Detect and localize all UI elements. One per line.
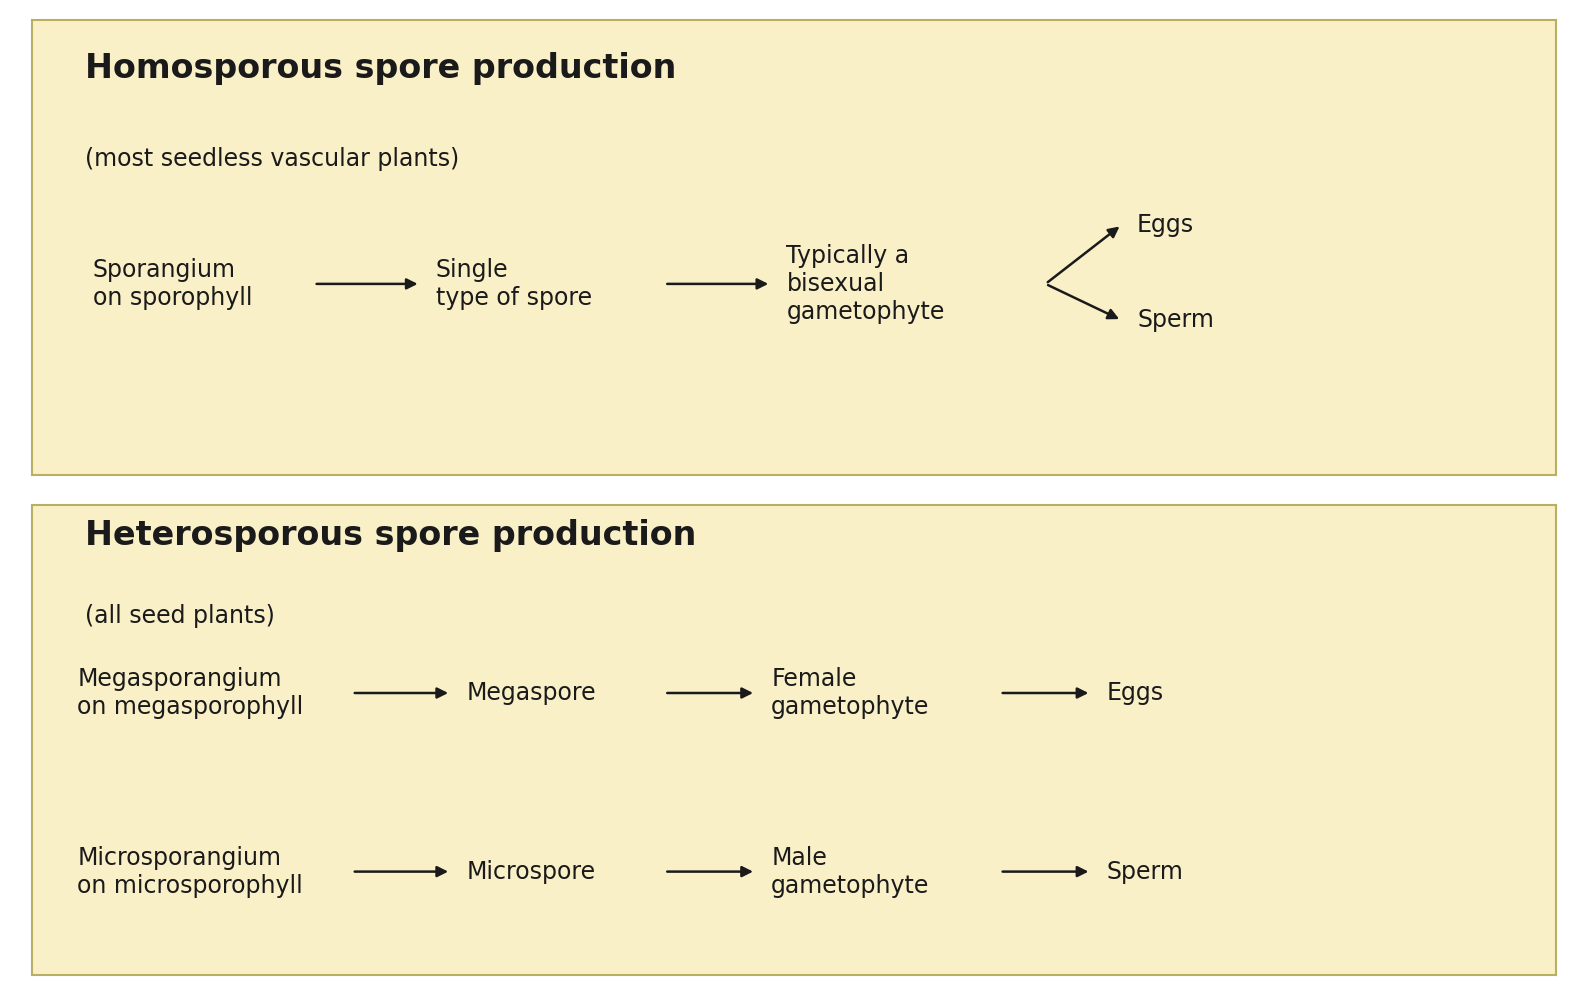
Text: Typically a
bisexual
gametophyte: Typically a bisexual gametophyte [786, 244, 945, 324]
Text: Sporangium
on sporophyll: Sporangium on sporophyll [92, 258, 252, 310]
Text: Eggs: Eggs [1107, 681, 1164, 705]
Text: Sperm: Sperm [1137, 308, 1213, 332]
Text: Megasporangium
on megasporophyll: Megasporangium on megasporophyll [78, 667, 303, 719]
Text: Microspore: Microspore [467, 860, 596, 884]
Text: (all seed plants): (all seed plants) [86, 604, 275, 628]
Text: Female
gametophyte: Female gametophyte [772, 667, 929, 719]
Text: Sperm: Sperm [1107, 860, 1183, 884]
Text: Microsporangium
on microsporophyll: Microsporangium on microsporophyll [78, 846, 303, 898]
Text: Heterosporous spore production: Heterosporous spore production [86, 519, 697, 552]
Text: Male
gametophyte: Male gametophyte [772, 846, 929, 898]
Text: Single
type of spore: Single type of spore [435, 258, 592, 310]
Text: Eggs: Eggs [1137, 213, 1194, 237]
Text: Homosporous spore production: Homosporous spore production [86, 52, 676, 85]
Text: Megaspore: Megaspore [467, 681, 596, 705]
Text: (most seedless vascular plants): (most seedless vascular plants) [86, 147, 459, 171]
